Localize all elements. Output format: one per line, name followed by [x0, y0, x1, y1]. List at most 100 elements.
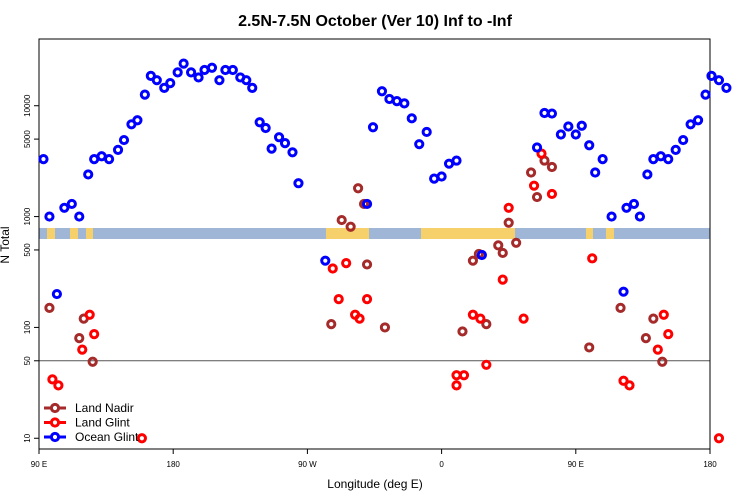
land-nadir-point — [648, 313, 659, 324]
ocean-glint-point — [260, 122, 271, 134]
land-nadir-point — [615, 302, 626, 313]
land-nadir-point — [503, 217, 514, 228]
ocean-glint-point — [628, 198, 640, 210]
land-glint-point — [47, 374, 58, 385]
ocean-glint-point — [151, 75, 162, 86]
land-nadir-point — [481, 319, 492, 330]
land-glint-point — [458, 370, 470, 381]
ocean-glint-point — [546, 108, 558, 119]
y-tick-label: 100 — [23, 320, 32, 334]
ocean-glint-point — [706, 70, 717, 81]
y-tick-label: 50 — [23, 356, 32, 365]
plot-frame — [38, 38, 711, 450]
land-nadir-point — [657, 356, 668, 367]
ocean-glint-point — [634, 211, 646, 222]
land-glint-point — [536, 148, 547, 159]
legend-marker-land-nadir — [49, 402, 61, 414]
y-axis-label: N Total — [0, 226, 12, 263]
ocean-glint-point — [476, 249, 487, 261]
ocean-glint-point — [118, 134, 130, 146]
land-glint-point — [89, 329, 100, 340]
ocean-glint-point — [132, 115, 143, 126]
land-glint-point — [333, 294, 344, 305]
land-glint-point — [652, 344, 663, 355]
ocean-glint-point — [555, 129, 566, 140]
y-tick-label: 1000 — [23, 207, 32, 225]
chart-title: 2.5N-7.5N October (Ver 10) Inf to -Inf — [238, 13, 513, 30]
legend-marker-land-glint — [49, 417, 61, 428]
ocean-glint-point — [66, 198, 77, 210]
ocean-glint-point — [74, 211, 85, 222]
y-tick-label: 10000 — [23, 94, 32, 117]
ocean-glint-point — [112, 144, 124, 155]
legend-label-ocean-glint: Ocean Glint — [75, 430, 139, 444]
data-points — [38, 58, 732, 444]
legend-label-land-glint: Land Glint — [75, 416, 130, 430]
y-tick-label: 10 — [23, 433, 32, 442]
land-glint-point — [467, 309, 479, 320]
ocean-glint-point — [597, 154, 608, 165]
land-mass-4 — [421, 228, 515, 239]
land-nadir-point — [525, 167, 537, 178]
land-mass-0 — [47, 228, 55, 239]
land-nadir-point — [326, 319, 337, 330]
land-glint-point — [713, 433, 725, 444]
ocean-glint-point — [376, 86, 388, 97]
land-glint-point — [136, 433, 147, 444]
ocean-glint-point — [367, 122, 379, 133]
ocean-glint-point — [51, 288, 62, 300]
ocean-glint-point — [320, 255, 331, 266]
land-glint-point — [361, 294, 373, 305]
land-nadir-point — [640, 333, 651, 344]
land-glint-point — [354, 313, 365, 324]
ocean-glint-point — [103, 154, 115, 165]
land-nadir-point — [467, 255, 479, 266]
world-map-strip — [39, 228, 710, 239]
land-glint-point — [518, 313, 529, 324]
land-nadir-point — [493, 240, 504, 251]
land-nadir-point — [87, 356, 98, 367]
ocean-glint-point — [227, 64, 238, 76]
ocean-glint-point — [451, 155, 462, 166]
land-glint-point — [53, 380, 64, 391]
ocean-glint-point — [59, 202, 70, 213]
land-nadir-point — [531, 191, 543, 203]
land-glint-point — [546, 188, 558, 200]
land-mass-2 — [86, 228, 93, 239]
ocean-glint-point — [618, 286, 629, 297]
ocean-glint-point — [83, 169, 94, 180]
land-glint-point — [503, 202, 514, 213]
land-glint-point — [587, 253, 598, 264]
ocean-glint-point — [576, 120, 587, 131]
x-axis: 90 E 180 90 W 0 90 E 180 — [31, 449, 717, 469]
land-mass-3 — [326, 228, 369, 239]
ocean-glint-point — [414, 139, 425, 150]
ocean-glint-point — [178, 58, 189, 69]
ocean-glint-point — [642, 169, 653, 180]
land-glint-point — [624, 380, 635, 391]
land-glint-point — [451, 380, 462, 391]
land-glint-point — [327, 263, 338, 274]
ocean-glint-point — [214, 75, 225, 86]
land-nadir-point — [352, 183, 364, 194]
ocean-glint-point — [38, 154, 49, 165]
y-tick-label: 500 — [23, 243, 32, 257]
ocean-glint-point — [563, 121, 574, 132]
legend-label-land-nadir: Land Nadir — [75, 401, 134, 415]
x-tick-label: 90 E — [568, 460, 584, 469]
ocean-glint-point — [670, 144, 681, 155]
land-nadir-point — [44, 302, 55, 313]
land-mass-1 — [70, 228, 78, 239]
ocean-glint-point — [266, 143, 277, 154]
ocean-glint-point — [590, 167, 601, 178]
ocean-glint-point — [436, 171, 447, 182]
ocean-glint-point — [165, 78, 176, 89]
land-glint-point — [497, 274, 508, 285]
ocean-glint-point — [287, 147, 298, 158]
ocean-glint-point — [663, 154, 674, 165]
ocean-glint-point — [685, 119, 696, 130]
land-nadir-point — [336, 214, 347, 226]
land-glint-point — [658, 309, 669, 320]
